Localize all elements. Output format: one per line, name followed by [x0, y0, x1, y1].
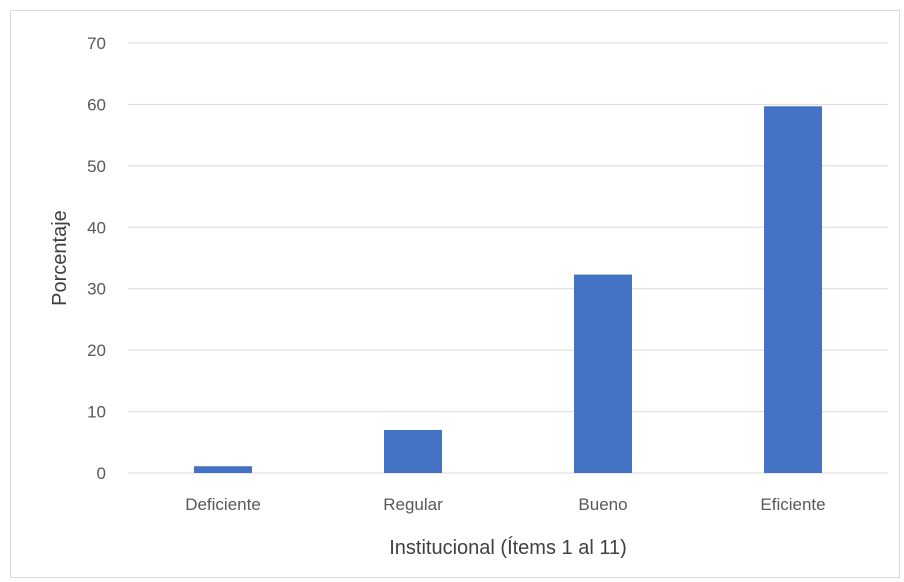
- bar-deficiente: [194, 466, 252, 473]
- x-tick-label-eficiente: Eficiente: [760, 495, 825, 514]
- y-axis-title: Porcentaje: [49, 210, 71, 306]
- y-axis-ticks: 0 10 20 30 40 50 60 70: [87, 34, 106, 483]
- bar-regular: [384, 430, 442, 473]
- y-tick-label: 30: [87, 280, 106, 299]
- y-tick-label: 10: [87, 403, 106, 422]
- y-tick-label: 70: [87, 34, 106, 53]
- bar-eficiente: [764, 106, 822, 474]
- gridlines: [128, 42, 888, 474]
- x-tick-label-deficiente: Deficiente: [185, 495, 261, 514]
- y-tick-label: 0: [97, 464, 106, 483]
- x-axis-title: Institucional (Ítems 1 al 11): [389, 536, 627, 559]
- bars: [194, 106, 822, 474]
- y-tick-label: 40: [87, 218, 106, 237]
- y-tick-label: 50: [87, 157, 106, 176]
- bar-bueno: [574, 274, 632, 473]
- x-axis-ticks: Deficiente Regular Bueno Eficiente: [185, 495, 825, 514]
- x-tick-label-regular: Regular: [383, 495, 443, 514]
- x-tick-label-bueno: Bueno: [578, 495, 627, 514]
- y-tick-label: 20: [87, 341, 106, 360]
- y-tick-label: 60: [87, 95, 106, 114]
